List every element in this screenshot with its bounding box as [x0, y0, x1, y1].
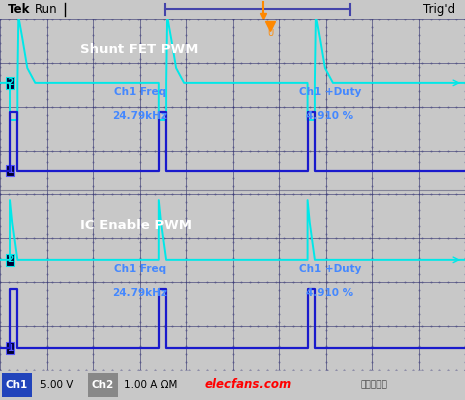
Text: 24.79kHz: 24.79kHz: [113, 111, 167, 121]
Bar: [88, 373, 118, 397]
Text: Trig'd: Trig'd: [423, 3, 455, 16]
Bar: [2, 373, 32, 397]
Text: Ch1 Freq: Ch1 Freq: [114, 87, 166, 97]
Text: 4.910 %: 4.910 %: [306, 111, 353, 121]
Text: Tek: Tek: [8, 3, 30, 16]
Text: Ch1: Ch1: [6, 380, 28, 390]
Text: 24.79kHz: 24.79kHz: [113, 288, 167, 298]
Text: 1: 1: [7, 344, 13, 352]
Text: Ch1 +Duty: Ch1 +Duty: [299, 264, 361, 274]
Text: Run: Run: [35, 3, 58, 16]
Text: elecfans.com: elecfans.com: [205, 378, 292, 392]
Text: 1: 1: [7, 166, 13, 175]
Text: 电子爱好者: 电子爱好者: [360, 380, 387, 390]
Text: Ch1 Freq: Ch1 Freq: [114, 264, 166, 274]
Text: Shunt FET PWM: Shunt FET PWM: [80, 43, 199, 56]
Text: 2: 2: [7, 78, 13, 87]
Text: Ch2: Ch2: [92, 380, 114, 390]
Text: U: U: [267, 29, 273, 38]
Text: 4.910 %: 4.910 %: [306, 288, 353, 298]
Text: Ch1 +Duty: Ch1 +Duty: [299, 87, 361, 97]
Text: 1.00 A ΩM: 1.00 A ΩM: [124, 380, 177, 390]
Text: 2: 2: [7, 255, 13, 264]
Text: 5.00 V: 5.00 V: [40, 380, 73, 390]
Text: IC Enable PWM: IC Enable PWM: [80, 220, 192, 232]
